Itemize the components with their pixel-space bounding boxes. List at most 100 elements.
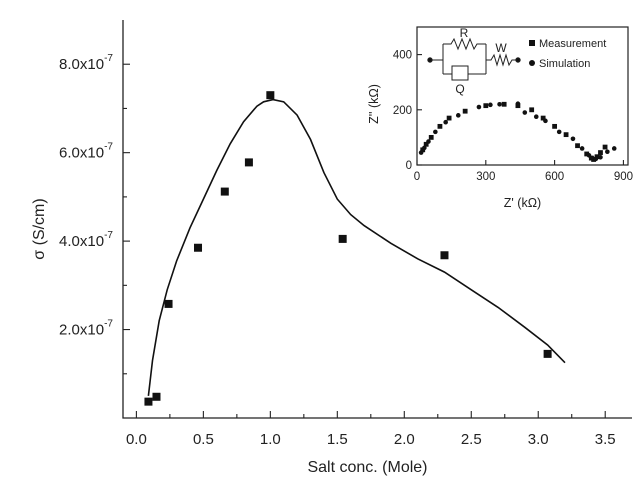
inset-measurement-point — [598, 150, 603, 155]
inset-simulation-point — [556, 129, 562, 135]
inset-measurement-point — [602, 144, 608, 150]
circuit-left-wire — [432, 44, 444, 74]
inset-simulation-point — [426, 139, 431, 144]
inset-measurement-point — [462, 108, 468, 114]
inset-x-axis-title: Z' (kΩ) — [504, 196, 541, 210]
inset-simulation-point — [598, 154, 603, 160]
inset-simulation-point — [455, 113, 461, 118]
inset-measurement-point — [552, 123, 558, 129]
inset-simulation-point — [476, 104, 482, 110]
inset-measurement-point — [420, 147, 426, 153]
main-plot: 0.0 0.5 1.0 1.5 2.0 2.5 3.0 3.52.0x10-74.0x10-7… — [31, 20, 632, 476]
x-tick-label: 0.5 — [193, 431, 214, 448]
inset-measurement-point — [428, 135, 434, 140]
x-tick-label: 3.5 — [595, 431, 616, 448]
inset-simulation-point — [543, 118, 548, 124]
inset-simulation-point — [515, 101, 521, 107]
data-point — [194, 243, 203, 252]
x-tick-label: 2.0 — [394, 431, 415, 448]
inset-y-tick-label: 0 — [406, 160, 412, 172]
inset-simulation-point — [590, 155, 595, 161]
inset-plot: 0 300 600 900 0 200 400 Z' (kΩ) Z'' (kΩ) R Q W Measu… — [367, 26, 633, 210]
data-point — [144, 397, 153, 406]
y-tick-mantissa: 4.0x10 — [59, 233, 104, 250]
x-tick-label: 2.5 — [461, 431, 482, 448]
x-tick-label: 1.5 — [327, 431, 348, 448]
inset-x-tick-label: 300 — [476, 171, 495, 183]
inset-simulation-point — [593, 156, 599, 162]
circuit-label-w: W — [495, 41, 507, 55]
equivalent-circuit — [427, 37, 521, 81]
legend-simulation-label: Simulation — [539, 58, 590, 70]
inset-measurement-point — [423, 141, 429, 147]
inset-simulation-point — [533, 114, 539, 119]
inset-measurement-point — [563, 132, 569, 138]
inset-simulation-point — [570, 136, 576, 142]
inset-simulation-point — [586, 153, 592, 158]
y-tick-exponent: -7 — [104, 319, 113, 330]
data-point — [220, 187, 229, 196]
fit-curve — [147, 98, 566, 396]
inset-y-tick-label: 200 — [393, 105, 412, 117]
inset-measurement-point — [501, 101, 507, 107]
inset-simulation-point — [433, 129, 438, 135]
data-point — [152, 392, 161, 401]
inset-simulation-point — [497, 101, 502, 107]
inset-frame — [416, 26, 629, 166]
inset-simulation-point — [418, 150, 424, 155]
y-tick-exponent: -7 — [104, 142, 113, 153]
x-axis-title: Salt conc. (Mole) — [307, 459, 427, 476]
cpe-q-box — [451, 65, 469, 81]
x-tick-label: 3.0 — [528, 431, 549, 448]
y-tick-label: 8.0x10-7 — [59, 53, 113, 73]
y-tick-exponent: -7 — [104, 230, 113, 241]
inset-simulation-point — [611, 146, 617, 151]
inset-simulation-point — [579, 146, 585, 151]
data-point — [338, 234, 347, 243]
inset-y-tick-label: 400 — [393, 50, 412, 62]
inset-measurement-point — [594, 154, 600, 160]
data-point — [164, 299, 173, 308]
inset-measurement-point — [483, 103, 489, 109]
circuit-terminal-right — [515, 57, 521, 63]
inset-measurement-point — [446, 115, 452, 121]
y-tick-mantissa: 8.0x10 — [59, 56, 104, 73]
resistor-r — [443, 37, 486, 51]
inset-x-tick-label: 600 — [545, 171, 564, 183]
inset-simulation-point — [422, 145, 427, 151]
y-tick-label: 2.0x10-7 — [59, 319, 113, 339]
inset-measurement-point — [584, 151, 590, 157]
inset-legend: Measurement Simulation — [529, 38, 606, 70]
data-point — [440, 251, 449, 260]
data-point — [244, 158, 253, 167]
y-tick-exponent: -7 — [104, 53, 113, 64]
y-tick-mantissa: 6.0x10 — [59, 145, 104, 162]
circuit-terminal-left — [427, 57, 433, 63]
y-tick-label: 6.0x10-7 — [59, 142, 113, 162]
inset-simulation-point — [605, 149, 610, 155]
warburg-w — [485, 44, 516, 74]
legend-circle-marker — [529, 60, 535, 66]
inset-y-axis-title: Z'' (kΩ) — [367, 84, 381, 124]
inset-x-tick-label: 0 — [414, 171, 420, 183]
y-tick-mantissa: 2.0x10 — [59, 322, 104, 339]
circuit-label-q: Q — [455, 82, 464, 96]
legend-square-marker — [529, 40, 535, 46]
inset-simulation-point — [488, 102, 493, 108]
legend-measurement-label: Measurement — [539, 38, 606, 50]
x-tick-label: 0.0 — [126, 431, 147, 448]
data-point — [543, 349, 552, 358]
inset-measurement-point — [540, 115, 546, 121]
circuit-label-r: R — [460, 26, 469, 40]
inset-simulation-point — [522, 110, 528, 115]
y-tick-label: 4.0x10-7 — [59, 230, 113, 250]
inset-measurement-point — [575, 143, 580, 149]
inset-x-tick-label: 900 — [614, 171, 633, 183]
data-point — [266, 91, 275, 100]
inset-simulation-point — [443, 119, 448, 125]
y-axis-title: σ (S/cm) — [31, 198, 48, 259]
inset-measurement-point — [529, 107, 535, 113]
x-tick-label: 1.0 — [260, 431, 281, 448]
inset-measurement-point — [437, 123, 443, 129]
